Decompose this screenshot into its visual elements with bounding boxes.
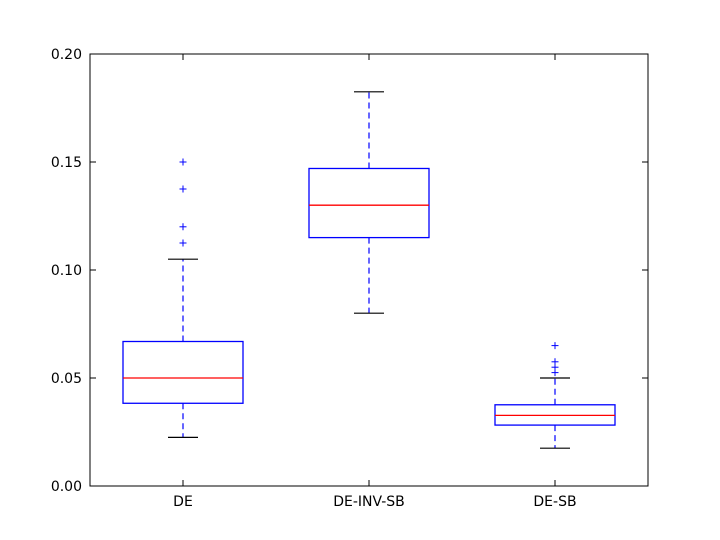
- plot-frame: [89, 53, 649, 487]
- iqr-box: [308, 167, 430, 239]
- y-tick-label: 0.10: [51, 263, 82, 279]
- x-tick-label: DE: [173, 494, 193, 510]
- outlier-point: [179, 223, 187, 231]
- outlier-point: [179, 158, 187, 166]
- outlier-point: [551, 358, 559, 366]
- axes: 0.00 0.05 0.10 0.15 0.20 DE DE-INV-SB DE-SB: [51, 47, 648, 510]
- outlier-point: [179, 185, 187, 193]
- box-group: [122, 158, 244, 438]
- y-tick-label: 0.15: [51, 155, 82, 171]
- x-tick-label: DE-SB: [533, 494, 576, 510]
- x-tick-label: DE-INV-SB: [333, 494, 405, 510]
- outlier-point: [551, 342, 559, 350]
- chart-marks: [122, 91, 616, 449]
- y-tick-label: 0.05: [51, 371, 82, 387]
- box-group: [494, 342, 616, 449]
- outlier-point: [179, 239, 187, 247]
- box-group: [308, 91, 430, 314]
- iqr-box: [122, 340, 244, 404]
- y-tick-label: 0.00: [51, 479, 82, 495]
- y-tick-label: 0.20: [51, 47, 82, 63]
